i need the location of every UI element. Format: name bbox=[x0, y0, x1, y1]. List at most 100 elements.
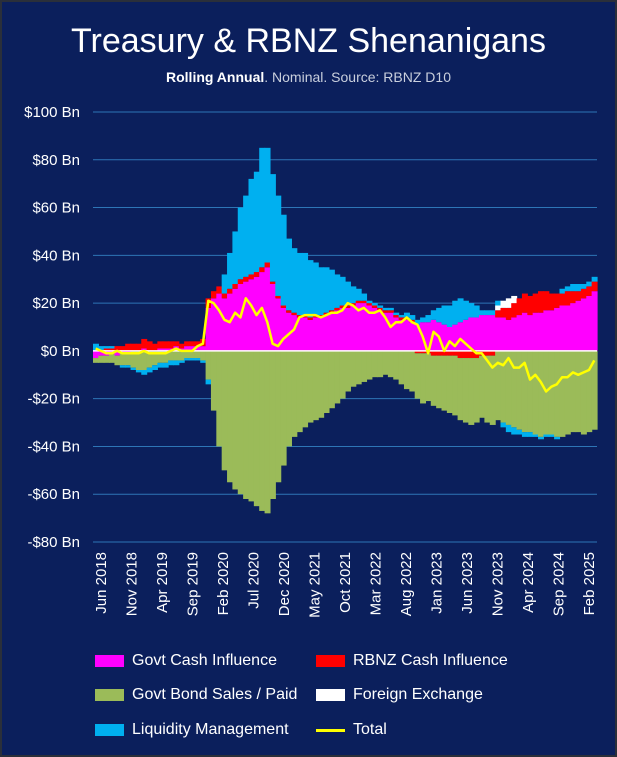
bar-govt-bond-sales-paid bbox=[216, 350, 223, 447]
bar-govt-cash-influence bbox=[361, 303, 368, 351]
bar-rbnz-cash-influence bbox=[430, 350, 437, 356]
bar-govt-cash-influence bbox=[286, 312, 292, 351]
bar-govt-cash-influence bbox=[232, 288, 239, 351]
bar-liquidity-management bbox=[521, 432, 528, 437]
x-tick-label: Mar 2022 bbox=[368, 552, 385, 615]
bar-govt-bond-sales-paid bbox=[227, 350, 234, 483]
bar-govt-cash-influence bbox=[382, 312, 389, 351]
bar-liquidity-management bbox=[345, 281, 351, 306]
bar-rbnz-cash-influence bbox=[253, 272, 260, 277]
bar-liquidity-management bbox=[409, 315, 416, 320]
bar-rbnz-cash-influence bbox=[366, 303, 373, 306]
bar-rbnz-cash-influence bbox=[441, 350, 448, 356]
bar-rbnz-cash-influence bbox=[194, 341, 201, 347]
bar-govt-cash-influence bbox=[205, 307, 212, 351]
bar-govt-cash-influence bbox=[527, 315, 534, 351]
bar-liquidity-management bbox=[328, 269, 335, 311]
bar-govt-bond-sales-paid bbox=[334, 350, 341, 404]
bar-liquidity-management bbox=[339, 276, 346, 306]
bar-govt-bond-sales-paid bbox=[462, 358, 469, 423]
bar-rbnz-cash-influence bbox=[146, 341, 153, 351]
bar-liquidity-management bbox=[430, 310, 437, 320]
legend-item-rbnz-cash: RBNZ Cash Influence bbox=[316, 650, 508, 672]
bar-govt-bond-sales-paid bbox=[484, 355, 491, 423]
bar-govt-bond-sales-paid bbox=[345, 350, 351, 392]
bar-liquidity-management bbox=[366, 300, 373, 304]
bar-govt-cash-influence bbox=[334, 310, 341, 351]
bar-govt-bond-sales-paid bbox=[232, 350, 239, 490]
bar-govt-bond-sales-paid bbox=[119, 353, 126, 366]
bar-govt-bond-sales-paid bbox=[350, 350, 357, 387]
bar-govt-cash-influence bbox=[489, 315, 496, 351]
bar-rbnz-cash-influence bbox=[575, 291, 582, 301]
bar-liquidity-management bbox=[205, 379, 212, 385]
bar-govt-bond-sales-paid bbox=[457, 358, 464, 421]
x-tick-label: Oct 2021 bbox=[337, 552, 354, 613]
bar-govt-bond-sales-paid bbox=[141, 350, 148, 370]
bar-liquidity-management bbox=[178, 360, 185, 363]
bar-govt-bond-sales-paid bbox=[366, 350, 373, 380]
bar-govt-cash-influence bbox=[200, 346, 207, 351]
bar-govt-bond-sales-paid bbox=[586, 350, 593, 433]
legend-line-total bbox=[316, 728, 345, 732]
bar-liquidity-management bbox=[151, 365, 158, 370]
bar-govt-bond-sales-paid bbox=[393, 350, 400, 380]
bar-govt-cash-influence bbox=[586, 295, 593, 351]
bar-govt-bond-sales-paid bbox=[436, 355, 443, 409]
bar-govt-bond-sales-paid bbox=[178, 350, 185, 361]
x-tick-label: Aug 2022 bbox=[398, 552, 415, 616]
bar-rbnz-cash-influence bbox=[371, 305, 378, 308]
bar-govt-cash-influence bbox=[184, 346, 191, 351]
bar-govt-cash-influence bbox=[345, 307, 351, 351]
bar-liquidity-management bbox=[355, 288, 362, 301]
bar-liquidity-management bbox=[259, 147, 266, 268]
bar-liquidity-management bbox=[119, 365, 126, 368]
bar-liquidity-management bbox=[548, 434, 555, 437]
bar-liquidity-management bbox=[286, 238, 292, 311]
bar-govt-cash-influence bbox=[457, 322, 464, 351]
bar-liquidity-management bbox=[130, 367, 137, 370]
legend-label-total: Total bbox=[353, 721, 387, 738]
bar-govt-bond-sales-paid bbox=[554, 350, 561, 437]
bar-rbnz-cash-influence bbox=[420, 350, 427, 354]
x-tick-label: Jul 2020 bbox=[246, 552, 263, 609]
bar-govt-bond-sales-paid bbox=[468, 358, 475, 425]
bar-liquidity-management bbox=[398, 315, 405, 318]
bar-govt-bond-sales-paid bbox=[302, 350, 309, 428]
bar-rbnz-cash-influence bbox=[109, 348, 116, 351]
bar-liquidity-management bbox=[227, 252, 234, 289]
bar-govt-cash-influence bbox=[318, 317, 325, 351]
legend-item-liquidity: Liquidity Management bbox=[95, 719, 289, 741]
bar-rbnz-cash-influence bbox=[141, 338, 148, 349]
y-tick-label: $100 Bn bbox=[24, 104, 80, 121]
bar-rbnz-cash-influence bbox=[521, 293, 528, 313]
bar-liquidity-management bbox=[334, 274, 341, 308]
bar-govt-bond-sales-paid bbox=[103, 355, 110, 363]
bar-govt-cash-influence bbox=[473, 317, 480, 351]
bar-govt-bond-sales-paid bbox=[532, 350, 539, 435]
bar-rbnz-cash-influence bbox=[586, 286, 593, 296]
x-tick-label: Sep 2019 bbox=[185, 552, 202, 616]
bar-foreign-exchange bbox=[511, 295, 518, 304]
legend-item-total: Total bbox=[316, 719, 387, 741]
bar-govt-cash-influence bbox=[275, 298, 282, 351]
bar-govt-bond-sales-paid bbox=[146, 350, 153, 368]
bar-govt-cash-influence bbox=[339, 307, 346, 351]
bar-govt-bond-sales-paid bbox=[205, 350, 212, 380]
bar-govt-bond-sales-paid bbox=[398, 350, 405, 385]
bar-rbnz-cash-influence bbox=[505, 307, 512, 320]
bar-govt-cash-influence bbox=[505, 319, 512, 351]
bar-rbnz-cash-influence bbox=[361, 300, 368, 304]
bar-govt-bond-sales-paid bbox=[189, 350, 196, 359]
legend-label-govt-bond: Govt Bond Sales / Paid bbox=[132, 686, 298, 703]
bar-liquidity-management bbox=[141, 370, 148, 375]
y-tick-label: $0 Bn bbox=[41, 343, 80, 360]
bar-govt-cash-influence bbox=[591, 291, 598, 351]
bar-liquidity-management bbox=[103, 346, 110, 349]
bar-govt-cash-influence bbox=[570, 303, 577, 351]
bar-govt-bond-sales-paid bbox=[237, 350, 244, 495]
bar-rbnz-cash-influence bbox=[248, 274, 255, 280]
bar-liquidity-management bbox=[511, 427, 518, 435]
bar-liquidity-management bbox=[264, 147, 271, 263]
bar-govt-bond-sales-paid bbox=[527, 350, 534, 433]
